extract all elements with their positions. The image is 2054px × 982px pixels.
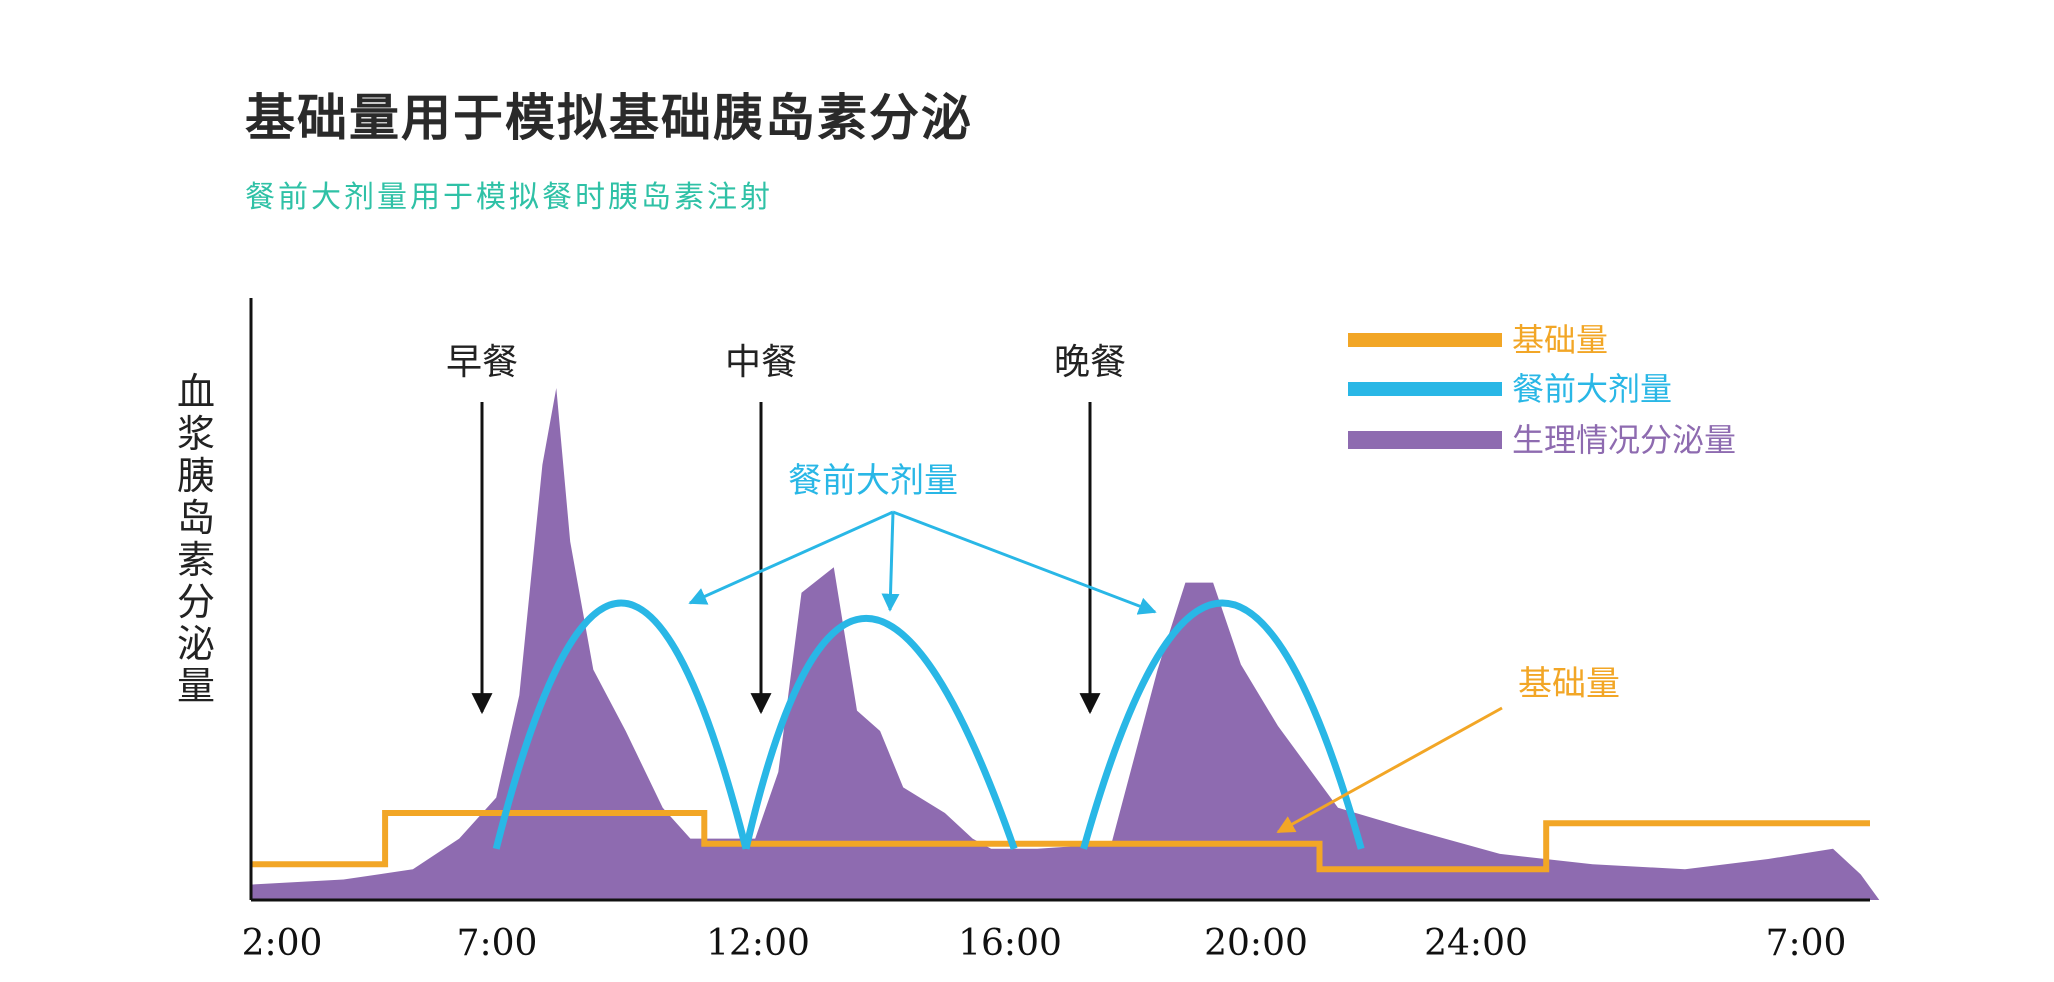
y-label-char: 量: [177, 664, 215, 708]
y-label-char: 浆: [177, 412, 215, 456]
bolus-arrow-3: [893, 512, 1155, 612]
x-tick-label: 20:00: [1204, 923, 1308, 964]
legend-label: 餐前大剂量: [1512, 370, 1672, 408]
legend-swatch: [1348, 382, 1502, 396]
basal-arrow: [1278, 708, 1502, 832]
bolus-arrow-1: [690, 512, 893, 603]
x-tick-labels: 2:00 7:00 12:00 16:00 20:00 24:00 7:00: [242, 923, 1847, 964]
x-tick-label: 2:00: [242, 923, 323, 964]
y-label-char: 血: [177, 370, 215, 414]
bolus-arrow-2: [890, 512, 893, 610]
x-tick-label: 16:00: [958, 923, 1062, 964]
legend-label: 基础量: [1512, 321, 1608, 359]
y-label-char: 分: [177, 580, 215, 624]
legend-swatch: [1348, 431, 1502, 449]
basal-annotation-label: 基础量: [1518, 664, 1620, 704]
x-tick-label: 12:00: [706, 923, 810, 964]
meal-label: 中餐: [725, 342, 797, 383]
legend-label: 生理情况分泌量: [1512, 421, 1736, 459]
y-label-char: 素: [177, 538, 215, 582]
x-tick-label: 24:00: [1424, 923, 1528, 964]
legend-swatch: [1348, 333, 1502, 347]
y-label-char: 泌: [177, 622, 215, 666]
x-tick-label: 7:00: [1766, 923, 1847, 964]
meal-label: 晚餐: [1054, 342, 1126, 383]
y-label-char: 胰: [177, 454, 215, 498]
bolus-annotation-label: 餐前大剂量: [788, 461, 958, 501]
x-tick-label: 7:00: [457, 923, 538, 964]
y-label-char: 岛: [177, 496, 215, 540]
meal-label: 早餐: [446, 342, 518, 383]
